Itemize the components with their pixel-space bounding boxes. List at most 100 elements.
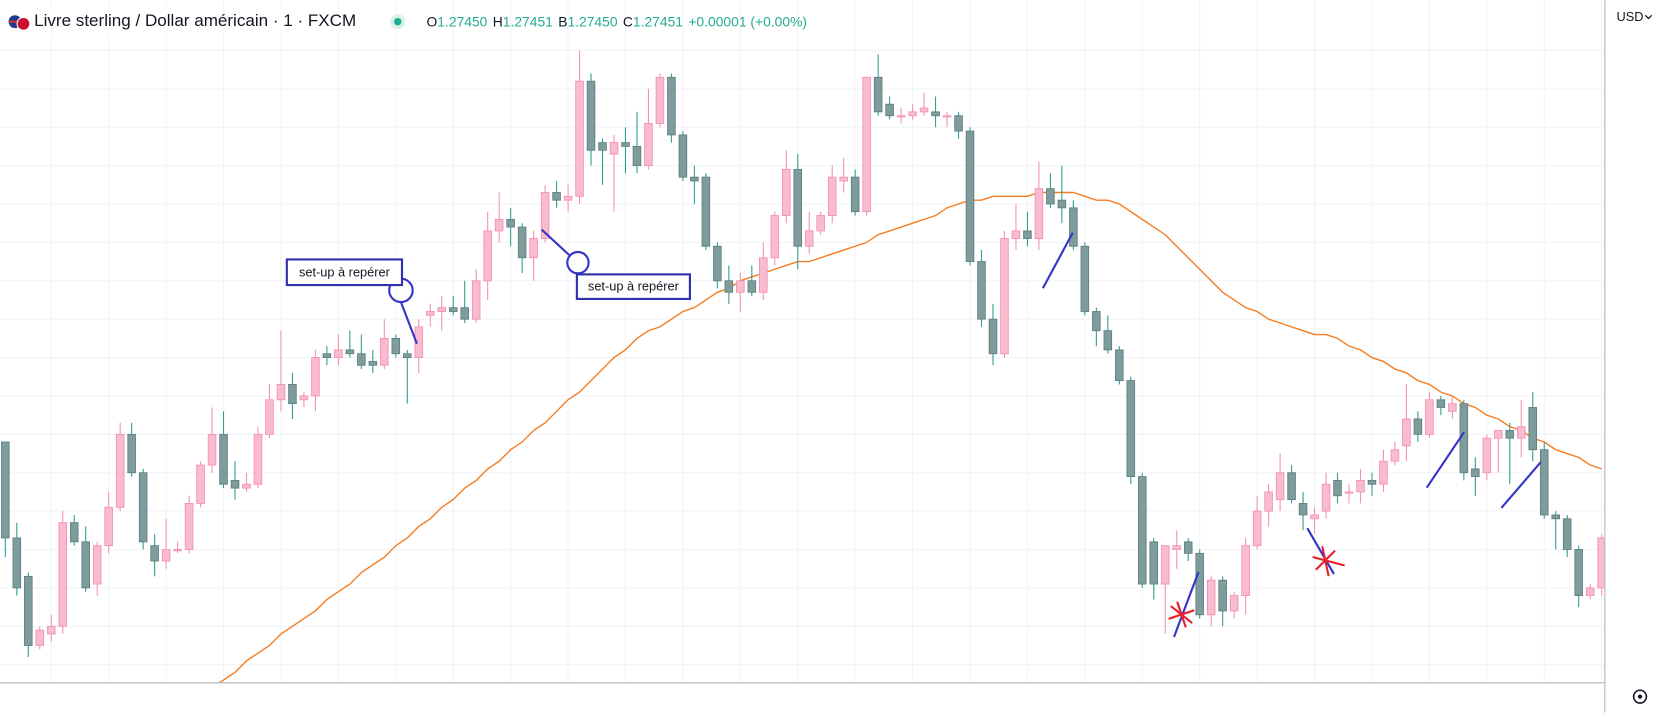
candle-body — [1023, 230, 1032, 239]
candle-body — [1229, 595, 1239, 612]
candle-body — [1516, 426, 1526, 439]
ohlc-key: C — [623, 13, 633, 29]
candle-body — [988, 318, 998, 355]
candle-body — [357, 353, 366, 366]
candle-body — [1379, 460, 1388, 485]
candle-body — [173, 549, 182, 552]
candle-body — [104, 506, 113, 547]
candle-body — [368, 360, 378, 366]
candle-body — [196, 464, 205, 504]
candle-body — [644, 122, 653, 167]
candle-body — [1092, 311, 1101, 332]
candle-body — [1310, 514, 1319, 520]
symbol-title: Livre sterling / Dollar américain · 1 · … — [34, 11, 356, 30]
plot-area — [1, 50, 1605, 683]
trend-line — [1425, 431, 1465, 489]
candle-body — [1183, 541, 1193, 554]
moving-average — [218, 191, 1602, 683]
candle-body — [724, 280, 734, 293]
candle-body — [1149, 541, 1159, 585]
candle-body — [782, 169, 791, 216]
candle-body — [1160, 545, 1170, 585]
candle-body — [632, 146, 642, 167]
candle-body — [345, 349, 355, 355]
candle-body — [965, 130, 975, 263]
candle-body — [161, 549, 171, 562]
candle-body — [621, 142, 630, 147]
trend-line — [1173, 571, 1200, 638]
candle-body — [1298, 503, 1308, 516]
candle-body — [506, 218, 515, 228]
candle-body — [24, 575, 33, 646]
time-axis-panel — [0, 682, 1605, 713]
annotation-text: set-up à repérer — [299, 265, 391, 280]
candle-body — [862, 76, 871, 213]
candle-body — [678, 134, 688, 178]
candle-body — [736, 280, 745, 293]
candle-body — [747, 280, 757, 293]
candle-body — [253, 433, 263, 485]
candle-body — [494, 218, 504, 232]
price-axis-panel — [1604, 0, 1672, 713]
candle-body — [1402, 418, 1411, 447]
candle-body — [448, 307, 458, 312]
trend-line — [1306, 527, 1335, 575]
settings-icon-dot — [1637, 694, 1643, 699]
candle-body — [265, 399, 274, 435]
candle-body — [931, 111, 940, 117]
candle-body — [1034, 188, 1044, 239]
candle-body — [977, 261, 986, 320]
candle-body — [873, 76, 883, 113]
candle-body — [334, 349, 343, 358]
candle-body — [58, 522, 68, 627]
candle-body — [1344, 491, 1354, 494]
candle-body — [219, 433, 228, 485]
header: Livre sterling / Dollar américain · 1 · … — [2, 9, 1653, 704]
ohlc-value: 1.27450 — [437, 13, 487, 29]
candle-body — [1333, 479, 1342, 497]
candle-body — [437, 307, 447, 312]
candle-body — [1057, 199, 1067, 209]
candle-body — [1000, 238, 1009, 355]
candle-body — [483, 230, 492, 282]
ohlc-value: 1.27451 — [503, 13, 553, 29]
settings-icon[interactable] — [1632, 689, 1648, 704]
candle-body — [1562, 518, 1572, 550]
candle-body — [770, 215, 780, 259]
candle-body — [276, 384, 286, 401]
candle-body — [1367, 479, 1377, 485]
currency: USD — [1617, 9, 1644, 24]
candle-body — [1103, 330, 1113, 351]
candle-body — [575, 80, 584, 197]
candle-body — [138, 472, 148, 543]
candle-body — [207, 433, 217, 466]
cross-marker — [1168, 601, 1195, 628]
candle-body — [1138, 476, 1147, 585]
annotation-box — [575, 273, 691, 300]
candle-body — [552, 192, 561, 201]
candle-body — [1585, 587, 1595, 596]
trend-line — [1041, 232, 1074, 289]
candle-body — [885, 103, 894, 117]
candle-body — [540, 192, 550, 239]
candle-body — [896, 115, 906, 118]
candle-body — [908, 111, 917, 117]
candle-body — [1241, 545, 1250, 596]
candle-body — [460, 307, 469, 320]
drawings: set-up à repérer set-up à repérer — [285, 228, 1542, 638]
candle-body — [425, 311, 435, 316]
candle-body — [242, 483, 251, 489]
candle-body — [667, 76, 676, 136]
candle-body — [1264, 491, 1273, 512]
candle-body — [127, 433, 136, 474]
candle-body — [1, 441, 10, 539]
candle-body — [1115, 349, 1124, 382]
ohlc-legend: O1.27450 H1.27451 B1.27450 C1.27451 +0.00001… — [427, 13, 807, 29]
currency-caret — [1644, 14, 1653, 20]
candle-body — [850, 176, 860, 213]
candle-body — [1080, 245, 1090, 312]
candle-body — [529, 238, 538, 259]
candle-body — [288, 384, 297, 405]
